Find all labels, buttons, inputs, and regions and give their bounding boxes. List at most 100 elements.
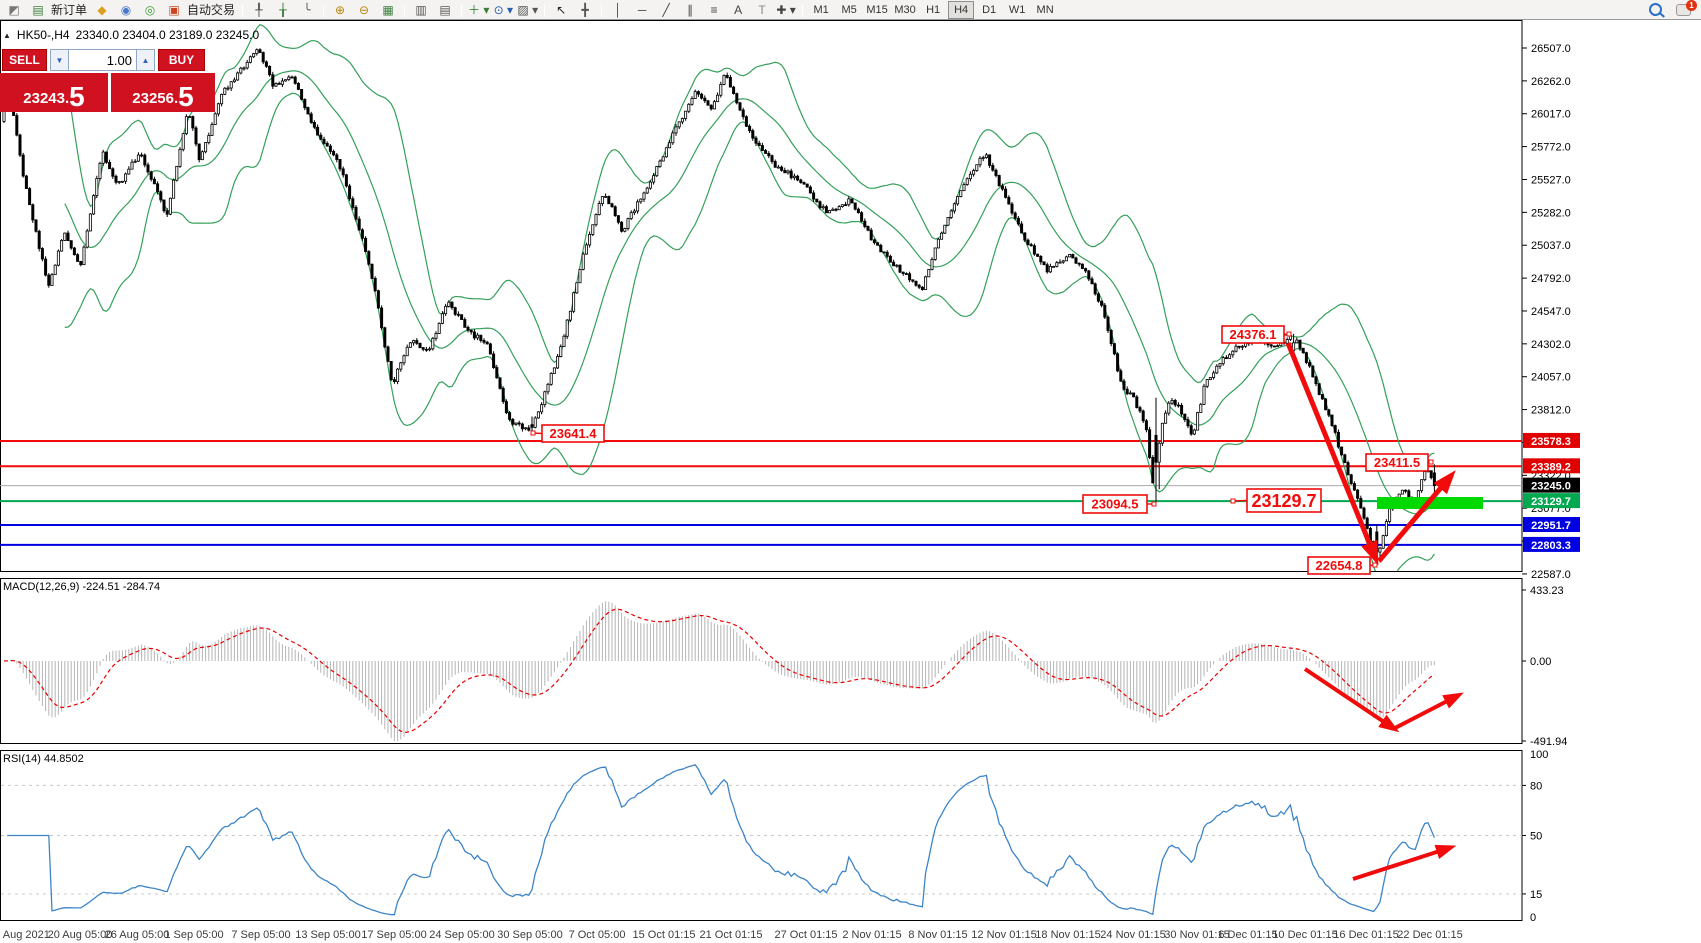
candle-body	[1205, 379, 1209, 387]
candle-body	[680, 118, 684, 123]
line-chart-icon[interactable]: ╰	[303, 2, 311, 17]
candle-body	[1016, 217, 1020, 225]
volume-increase-button[interactable]: ▲	[136, 49, 155, 71]
candle-body	[904, 273, 908, 275]
annotation-anchor	[1428, 459, 1434, 465]
price-badge-label: 23389.2	[1531, 461, 1571, 473]
shapes-dropdown[interactable]: ✚ ▾	[776, 2, 796, 17]
candle-body	[668, 142, 672, 149]
candle-body	[152, 178, 156, 185]
trend-arrow-1-head	[1433, 470, 1456, 495]
candle-body	[1228, 354, 1232, 359]
chat-icon[interactable]: 1	[1676, 0, 1697, 16]
timeframe-m30[interactable]: M30	[894, 3, 916, 16]
candle-body	[348, 185, 352, 200]
vline-icon[interactable]: │	[614, 2, 622, 17]
zoom-in-icon[interactable]: ⊕	[335, 2, 346, 17]
bar-chart-icon[interactable]: ╀	[255, 2, 263, 17]
hline-icon[interactable]: ─	[637, 2, 647, 17]
candle-body	[63, 232, 67, 241]
candle-body	[767, 153, 771, 157]
arrange-vert-icon[interactable]: ▤	[439, 2, 451, 17]
sell-button[interactable]: SELL	[2, 49, 47, 71]
search-icon[interactable]	[1649, 3, 1662, 16]
fibonacci-icon[interactable]: ≡	[710, 2, 718, 17]
candle-body	[581, 253, 585, 270]
timeframe-m5[interactable]: M5	[841, 3, 857, 16]
new-chart-dropdown[interactable]: ＋ ▾	[468, 2, 490, 17]
channel-icon[interactable]: ∥	[687, 2, 694, 17]
cursor-icon[interactable]: ↖	[556, 2, 567, 17]
candle-body	[357, 218, 361, 231]
gold-icon[interactable]: ◆	[97, 2, 107, 17]
candle-body	[162, 199, 166, 212]
candle-body	[85, 230, 89, 248]
template-dropdown[interactable]: ▨ ▾	[517, 2, 539, 17]
candle-body	[815, 198, 819, 203]
timeframe-d1[interactable]: D1	[982, 3, 997, 16]
timeframe-m15[interactable]: M15	[866, 3, 888, 16]
buy-button[interactable]: BUY	[158, 49, 205, 71]
label-icon[interactable]: T	[758, 2, 766, 17]
broadcast-icon[interactable]: ◎	[144, 2, 156, 17]
volume-decrease-button[interactable]: ▼	[50, 49, 69, 71]
candle-body	[287, 76, 291, 81]
candle-body	[735, 93, 739, 104]
timeframe-w1[interactable]: W1	[1008, 3, 1026, 16]
candle-body	[748, 125, 752, 132]
timeframe-mn[interactable]: MN	[1036, 3, 1054, 16]
price-badge-label: 22951.7	[1531, 520, 1571, 532]
buy-price[interactable]: 23256. 5	[111, 73, 215, 112]
panel-frame-0	[0, 20, 1523, 572]
panel-frame-2	[0, 750, 1523, 921]
trendline-icon[interactable]: ╱	[662, 2, 670, 17]
candle-body	[888, 255, 892, 263]
candle-body	[1311, 365, 1315, 378]
candle-body	[376, 290, 380, 309]
candle-body	[636, 201, 640, 212]
candle-body	[1052, 265, 1056, 268]
candle-body	[1007, 196, 1011, 205]
volume-field[interactable]: 1.00	[69, 49, 136, 71]
crosshair-icon[interactable]: ╋	[581, 2, 589, 17]
candle-body	[175, 165, 179, 181]
sell-price[interactable]: 23243. 5	[0, 73, 108, 112]
candle-body	[943, 224, 947, 234]
tile-windows-icon[interactable]: ▦	[382, 2, 394, 17]
autotrade-button-label[interactable]: 自动交易	[187, 2, 236, 17]
candle-body	[386, 346, 390, 362]
zoom-out-icon[interactable]: ⊖	[359, 2, 370, 17]
candle-body	[764, 150, 768, 154]
chart-canvas[interactable]: 22587.022832.023077.023322.023567.023812…	[0, 20, 1701, 943]
candle-body	[341, 168, 345, 176]
profile-icon[interactable]: ◉	[120, 2, 132, 17]
candle-body	[882, 251, 886, 254]
annotation-text: 23094.5	[1092, 497, 1139, 512]
new-order-button-label[interactable]: 新订单	[51, 2, 88, 17]
candle-body	[1164, 412, 1168, 424]
candle-body	[920, 286, 924, 291]
bollinger-upper	[64, 23, 1435, 472]
candle-body	[95, 178, 99, 197]
chart-fragment-icon[interactable]: ◩	[8, 2, 20, 17]
candle-body	[1224, 357, 1228, 359]
period-dropdown[interactable]: ⊙ ▾	[493, 2, 514, 17]
candle-body	[613, 206, 617, 217]
timeframe-h4[interactable]: H4	[948, 0, 975, 19]
candle-body	[847, 198, 851, 206]
text-icon[interactable]: A	[734, 2, 743, 17]
candle-body	[885, 251, 889, 257]
candle-body	[607, 195, 611, 205]
candle-body	[440, 313, 444, 324]
candle-body	[684, 110, 688, 119]
timeframe-h1[interactable]: H1	[926, 3, 941, 16]
candle-body	[1240, 345, 1244, 348]
autotrade-button[interactable]: ▣	[168, 2, 180, 17]
arrange-horz-icon[interactable]: ▥	[415, 2, 427, 17]
new-order-button[interactable]: ▤	[32, 2, 44, 17]
candle-body	[818, 201, 822, 209]
candle-chart-icon[interactable]: ╁	[279, 2, 287, 17]
timeframe-m1[interactable]: M1	[813, 3, 829, 16]
chart-symbol: HK50-,H4	[16, 28, 70, 42]
candle-body	[476, 334, 480, 339]
